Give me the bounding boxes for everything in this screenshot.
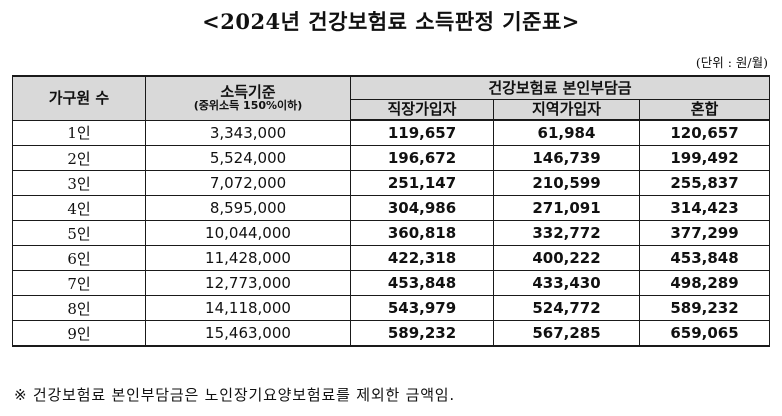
income-criteria-table: 가구원 수 소득기준 (중위소득 150%이하) 건강보험료 본인부담금 직장가…	[12, 75, 770, 347]
cell-household: 2인	[12, 145, 146, 171]
cell-mixed: 377,299	[639, 220, 770, 246]
header-row-1: 가구원 수 소득기준 (중위소득 150%이하) 건강보험료 본인부담금	[12, 75, 770, 121]
cell-household: 1인	[12, 119, 146, 146]
cell-regional: 332,772	[493, 220, 640, 246]
cell-income: 11,428,000	[145, 245, 351, 271]
table-row: 1인 3,343,000 119,657 61,984 120,657	[12, 119, 770, 146]
header-household: 가구원 수	[12, 75, 146, 121]
cell-regional: 271,091	[493, 195, 640, 221]
table-row: 6인 11,428,000 422,318 400,222 453,848	[12, 245, 770, 271]
cell-income: 3,343,000	[145, 119, 351, 146]
header-income-sublabel: (중위소득 150%이하)	[193, 99, 303, 113]
cell-regional: 61,984	[493, 119, 640, 146]
cell-regional: 400,222	[493, 245, 640, 271]
cell-income: 10,044,000	[145, 220, 351, 246]
cell-employee: 304,986	[350, 195, 494, 221]
cell-employee: 251,147	[350, 170, 494, 196]
cell-regional: 524,772	[493, 295, 640, 321]
cell-employee: 119,657	[350, 119, 494, 146]
cell-regional: 567,285	[493, 320, 640, 347]
cell-household: 5인	[12, 220, 146, 246]
table-row: 8인 14,118,000 543,979 524,772 589,232	[12, 295, 770, 321]
cell-regional: 210,599	[493, 170, 640, 196]
cell-income: 12,773,000	[145, 270, 351, 296]
footnote: ※ 건강보험료 본인부담금은 노인장기요양보험료를 제외한 금액임.	[14, 386, 455, 404]
cell-mixed: 120,657	[639, 119, 770, 146]
cell-mixed: 498,289	[639, 270, 770, 296]
header-employee: 직장가입자	[350, 99, 494, 121]
cell-employee: 196,672	[350, 145, 494, 171]
header-regional: 지역가입자	[493, 99, 640, 121]
cell-household: 8인	[12, 295, 146, 321]
cell-mixed: 659,065	[639, 320, 770, 347]
header-premium-group: 건강보험료 본인부담금	[350, 75, 770, 100]
cell-household: 4인	[12, 195, 146, 221]
cell-employee: 589,232	[350, 320, 494, 347]
cell-employee: 360,818	[350, 220, 494, 246]
cell-mixed: 589,232	[639, 295, 770, 321]
cell-income: 14,118,000	[145, 295, 351, 321]
cell-household: 7인	[12, 270, 146, 296]
cell-household: 3인	[12, 170, 146, 196]
cell-income: 15,463,000	[145, 320, 351, 347]
header-income: 소득기준 (중위소득 150%이하)	[145, 75, 351, 121]
cell-mixed: 453,848	[639, 245, 770, 271]
table-row: 7인 12,773,000 453,848 433,430 498,289	[12, 270, 770, 296]
cell-household: 6인	[12, 245, 146, 271]
cell-mixed: 314,423	[639, 195, 770, 221]
header-mixed: 혼합	[639, 99, 770, 121]
table-row: 9인 15,463,000 589,232 567,285 659,065	[12, 320, 770, 347]
page-title: <2024년 건강보험료 소득판정 기준표>	[202, 9, 580, 34]
header-row-2: 직장가입자 지역가입자 혼합	[13, 99, 770, 121]
table-row: 4인 8,595,000 304,986 271,091 314,423	[12, 195, 770, 221]
unit-note: (단위 : 원/월)	[695, 55, 768, 70]
header-income-label: 소득기준	[220, 82, 276, 101]
table-row: 5인 10,044,000 360,818 332,772 377,299	[12, 220, 770, 246]
table-header: 가구원 수 소득기준 (중위소득 150%이하) 건강보험료 본인부담금 직장가…	[12, 75, 770, 121]
cell-mixed: 255,837	[639, 170, 770, 196]
cell-employee: 543,979	[350, 295, 494, 321]
table-body: 1인 3,343,000 119,657 61,984 120,657 2인 5…	[12, 119, 770, 347]
cell-employee: 422,318	[350, 245, 494, 271]
cell-income: 8,595,000	[145, 195, 351, 221]
cell-regional: 146,739	[493, 145, 640, 171]
table-row: 3인 7,072,000 251,147 210,599 255,837	[12, 170, 770, 196]
cell-regional: 433,430	[493, 270, 640, 296]
cell-mixed: 199,492	[639, 145, 770, 171]
cell-income: 7,072,000	[145, 170, 351, 196]
cell-employee: 453,848	[350, 270, 494, 296]
table-row: 2인 5,524,000 196,672 146,739 199,492	[12, 145, 770, 171]
cell-income: 5,524,000	[145, 145, 351, 171]
cell-household: 9인	[12, 320, 146, 347]
